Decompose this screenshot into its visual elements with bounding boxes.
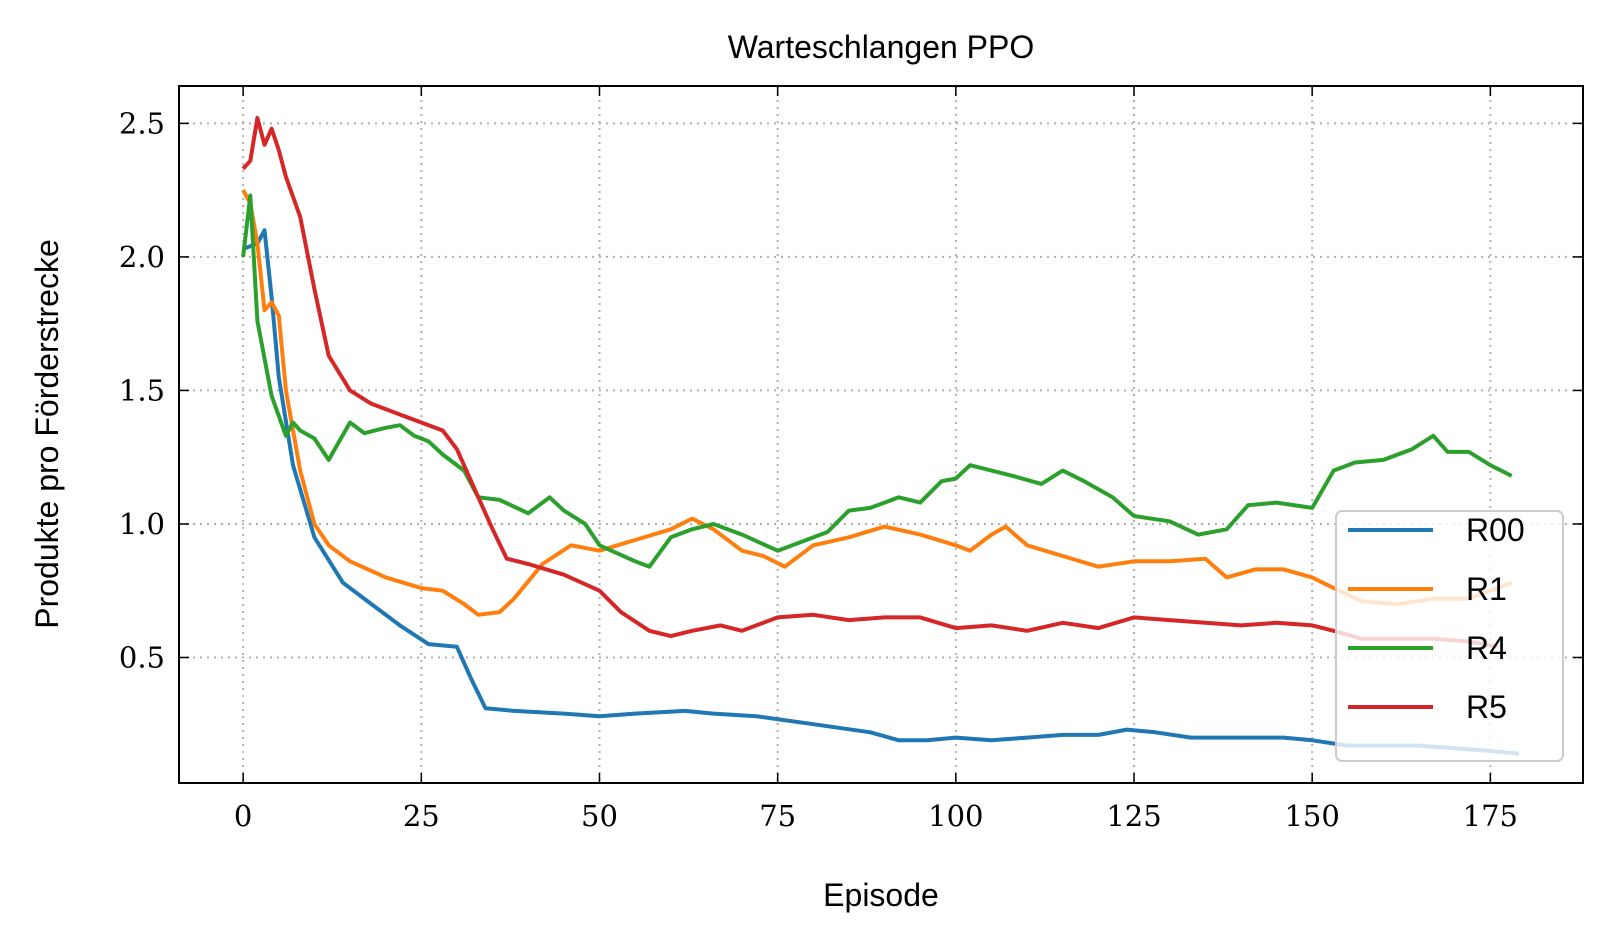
x-tick-label: 150 [1284, 799, 1339, 833]
plot-frame [178, 85, 1584, 784]
series-lines [241, 116, 1520, 756]
x-tick-label: 75 [759, 799, 796, 833]
series-line-r5 [241, 116, 1498, 649]
y-tick-label: 2.5 [119, 106, 165, 140]
legend-entries: R00 R1 R4 R5 [1348, 512, 1525, 725]
x-tick-label: 100 [928, 799, 983, 833]
x-tick-label: 25 [403, 799, 440, 833]
y-tick-label: 2.0 [119, 240, 165, 274]
axis-ticks [179, 86, 1583, 783]
y-axis-label: Produkte pro Förderstrecke [29, 239, 65, 629]
legend-label-r1: R1 [1466, 571, 1507, 607]
x-tick-label: 125 [1106, 799, 1161, 833]
series-line-r00 [242, 228, 1520, 756]
x-tick-label: 0 [234, 799, 252, 833]
y-tick-label: 1.5 [119, 373, 165, 407]
series-line-r1 [241, 189, 1513, 617]
legend-label-r00: R00 [1466, 512, 1525, 548]
y-tick-label: 0.5 [119, 640, 165, 674]
x-axis-label: Episode [823, 877, 939, 913]
x-tick-label: 50 [581, 799, 618, 833]
y-tick-labels: 0.5 1.0 1.5 2.0 2.5 [119, 106, 165, 674]
legend: R00 R1 R4 R5 [1335, 510, 1564, 762]
chart-title: Warteschlangen PPO [728, 29, 1035, 65]
legend-label-r4: R4 [1466, 630, 1507, 666]
x-tick-labels: 0 25 50 75 100 125 150 175 [234, 799, 1518, 833]
y-tick-label: 1.0 [119, 507, 165, 541]
x-tick-label: 175 [1463, 799, 1518, 833]
legend-box [1335, 510, 1564, 762]
legend-label-r5: R5 [1466, 689, 1507, 725]
series-line-r4 [241, 193, 1513, 569]
